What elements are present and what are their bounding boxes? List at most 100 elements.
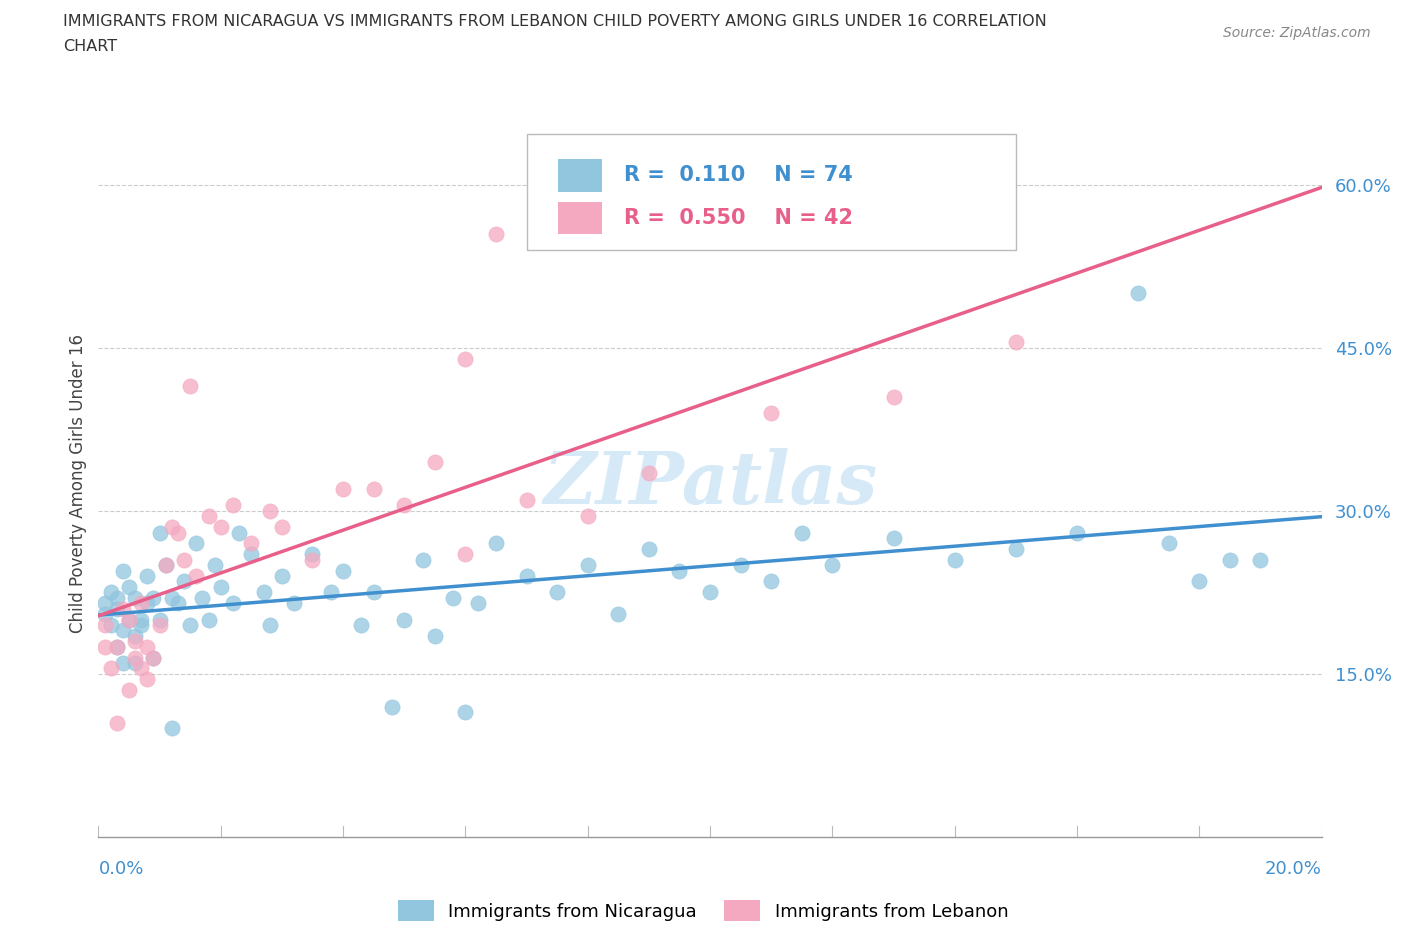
Legend: Immigrants from Nicaragua, Immigrants from Lebanon: Immigrants from Nicaragua, Immigrants fr… xyxy=(398,900,1008,921)
FancyBboxPatch shape xyxy=(558,202,602,234)
Point xyxy=(485,536,508,551)
Point xyxy=(142,591,165,605)
Point xyxy=(730,558,752,573)
Point xyxy=(283,596,305,611)
Point xyxy=(167,525,190,540)
Point xyxy=(179,618,201,632)
Point xyxy=(129,661,152,676)
Point xyxy=(332,482,354,497)
Point xyxy=(105,715,128,730)
Point xyxy=(1249,552,1271,567)
Point xyxy=(222,498,245,512)
Point xyxy=(136,671,159,686)
Point xyxy=(105,639,128,654)
Point xyxy=(197,509,219,524)
Point xyxy=(105,591,128,605)
Point xyxy=(319,585,342,600)
Point xyxy=(1004,541,1026,556)
Point xyxy=(105,639,128,654)
Point xyxy=(136,639,159,654)
Point xyxy=(160,721,183,736)
Point xyxy=(129,596,152,611)
Point xyxy=(179,379,201,393)
Point xyxy=(240,547,263,562)
Point xyxy=(118,683,141,698)
Point xyxy=(270,568,292,583)
Point xyxy=(454,705,477,720)
Point xyxy=(412,552,434,567)
Point xyxy=(222,596,245,611)
Point xyxy=(423,455,446,470)
Point xyxy=(111,656,134,671)
Point xyxy=(142,650,165,665)
Point xyxy=(332,564,354,578)
Point xyxy=(350,618,373,632)
Point xyxy=(155,558,177,573)
Point xyxy=(160,591,183,605)
Point xyxy=(259,503,281,518)
Point xyxy=(118,579,141,594)
FancyBboxPatch shape xyxy=(526,134,1015,250)
Point xyxy=(607,606,630,621)
Point xyxy=(167,596,190,611)
Point xyxy=(124,591,146,605)
Point xyxy=(252,585,274,600)
Point xyxy=(124,629,146,644)
Point xyxy=(546,585,568,600)
Point xyxy=(381,699,404,714)
Point xyxy=(209,520,232,535)
Point xyxy=(209,579,232,594)
Point xyxy=(883,530,905,545)
Point xyxy=(454,547,477,562)
Point xyxy=(100,661,122,676)
Point xyxy=(111,623,134,638)
Point xyxy=(790,525,813,540)
Point xyxy=(129,618,152,632)
Point xyxy=(93,606,115,621)
Point xyxy=(467,596,489,611)
Text: 20.0%: 20.0% xyxy=(1265,860,1322,878)
Point xyxy=(124,656,146,671)
Point xyxy=(759,405,782,420)
Point xyxy=(392,612,416,627)
Point xyxy=(637,541,661,556)
Point xyxy=(149,612,172,627)
Point xyxy=(124,634,146,649)
Point xyxy=(883,389,905,404)
Point xyxy=(160,520,183,535)
Point xyxy=(1066,525,1088,540)
Point xyxy=(124,650,146,665)
Point xyxy=(516,568,538,583)
Text: R =  0.550    N = 42: R = 0.550 N = 42 xyxy=(624,207,853,228)
Point xyxy=(100,618,122,632)
Point xyxy=(136,596,159,611)
Point xyxy=(228,525,250,540)
Point xyxy=(516,493,538,508)
Point xyxy=(485,226,508,241)
Point xyxy=(363,482,385,497)
Point xyxy=(142,650,165,665)
Point xyxy=(423,629,446,644)
Text: Source: ZipAtlas.com: Source: ZipAtlas.com xyxy=(1223,26,1371,40)
Point xyxy=(173,552,195,567)
Point xyxy=(204,558,226,573)
Text: IMMIGRANTS FROM NICARAGUA VS IMMIGRANTS FROM LEBANON CHILD POVERTY AMONG GIRLS U: IMMIGRANTS FROM NICARAGUA VS IMMIGRANTS … xyxy=(63,14,1047,29)
Text: 0.0%: 0.0% xyxy=(98,860,143,878)
FancyBboxPatch shape xyxy=(558,159,602,192)
Point xyxy=(1188,574,1211,589)
Point xyxy=(136,568,159,583)
Point xyxy=(759,574,782,589)
Point xyxy=(149,525,172,540)
Point xyxy=(191,591,214,605)
Point xyxy=(821,558,844,573)
Point xyxy=(118,612,141,627)
Text: ZIPatlas: ZIPatlas xyxy=(543,448,877,519)
Point xyxy=(1219,552,1241,567)
Point xyxy=(301,552,323,567)
Point xyxy=(93,618,115,632)
Point xyxy=(93,596,115,611)
Point xyxy=(129,612,152,627)
Point xyxy=(1128,286,1150,300)
Point xyxy=(699,585,721,600)
Point xyxy=(270,520,292,535)
